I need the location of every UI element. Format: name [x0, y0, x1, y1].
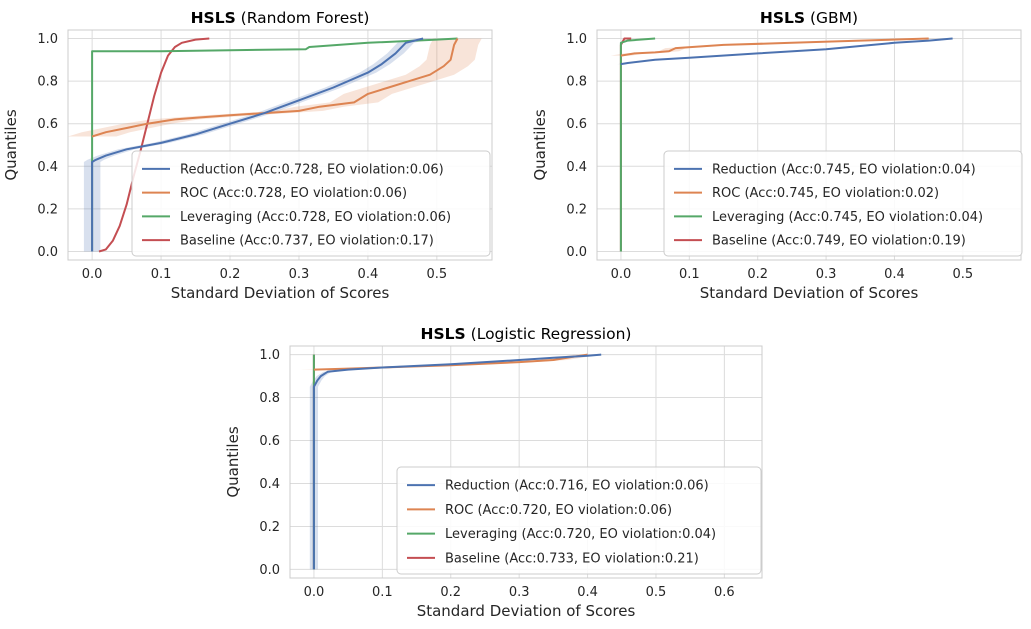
- x-tick-label: 0.3: [289, 267, 310, 282]
- chart-panel-2: 0.0 0.1 0.2 0.3 0.4 0.5 0.6 0.0 0.2 0.4 0.6 0.8 1.0 S…: [224, 325, 763, 620]
- series-line-leveraging: [619, 37, 656, 252]
- x-tick-label: 0.0: [82, 267, 103, 282]
- legend-label-baseline: Baseline (Acc:0.749, EO violation:0.19): [712, 234, 966, 249]
- legend-label-baseline: Baseline (Acc:0.737, EO violation:0.17): [180, 234, 434, 249]
- y-axis-title: Quantiles: [2, 109, 20, 180]
- legend-label-roc: ROC (Acc:0.728, EO violation:0.06): [180, 186, 407, 201]
- legend-box: [663, 150, 1023, 257]
- y-axis-title: Quantiles: [224, 426, 242, 497]
- x-tick-label: 0.4: [884, 267, 905, 282]
- y-tick-label: 0.0: [37, 245, 58, 260]
- y-tick-label: 1.0: [37, 32, 58, 47]
- legend: Reduction (Acc:0.716, EO violation:0.06)…: [396, 466, 762, 575]
- x-tick-label: 0.5: [427, 267, 448, 282]
- legend-label-leveraging: Leveraging (Acc:0.720, EO violation:0.04…: [445, 527, 716, 542]
- x-tick-label: 0.1: [372, 585, 393, 600]
- legend-label-leveraging: Leveraging (Acc:0.728, EO violation:0.06…: [180, 210, 451, 225]
- plot-frame: [596, 29, 1022, 261]
- x-axis-title: Standard Deviation of Scores: [417, 602, 636, 620]
- y-tick-label: 0.4: [259, 477, 280, 492]
- y-tick-label: 1.0: [259, 348, 280, 363]
- chart-title: HSLS (GBM): [760, 9, 858, 27]
- legend-label-roc: ROC (Acc:0.745, EO violation:0.02): [712, 186, 939, 201]
- y-tick-label: 0.4: [37, 160, 58, 175]
- legend: Reduction (Acc:0.728, EO violation:0.06)…: [131, 150, 491, 257]
- x-tick-label: 0.1: [679, 267, 700, 282]
- x-axis-title: Standard Deviation of Scores: [700, 284, 919, 302]
- x-tick-label: 0.0: [304, 585, 325, 600]
- x-tick-label: 0.4: [577, 585, 598, 600]
- x-tick-label: 0.5: [646, 585, 667, 600]
- legend-label-reduction: Reduction (Acc:0.716, EO violation:0.06): [445, 479, 709, 494]
- y-tick-label: 0.0: [259, 563, 280, 578]
- legend-label-baseline: Baseline (Acc:0.733, EO violation:0.21): [445, 551, 699, 566]
- y-tick-label: 0.8: [259, 391, 280, 406]
- y-axis-title: Quantiles: [531, 109, 549, 180]
- chart-panel-0: 0.0 0.1 0.2 0.3 0.4 0.5 0.0 0.2 0.4 0.6 0.8 1.0 Stan…: [2, 9, 493, 302]
- x-tick-label: 0.5: [953, 267, 974, 282]
- chart-title: HSLS (Random Forest): [191, 9, 370, 27]
- band-roc: [68, 38, 482, 137]
- x-tick-label: 0.4: [358, 267, 379, 282]
- legend: Reduction (Acc:0.745, EO violation:0.04)…: [663, 150, 1023, 257]
- x-tick-label: 0.2: [747, 267, 768, 282]
- legend-label-reduction: Reduction (Acc:0.745, EO violation:0.04): [712, 162, 976, 177]
- y-tick-label: 0.6: [259, 434, 280, 449]
- legend-label-roc: ROC (Acc:0.720, EO violation:0.06): [445, 503, 672, 518]
- legend-box: [131, 150, 491, 257]
- y-tick-label: 0.8: [566, 75, 587, 90]
- y-tick-label: 0.6: [566, 117, 587, 132]
- series-group: [68, 37, 482, 253]
- chart-title: HSLS (Logistic Regression): [421, 325, 632, 343]
- x-tick-label: 0.6: [714, 585, 735, 600]
- plot-frame: [289, 345, 763, 579]
- x-tick-label: 0.3: [816, 267, 837, 282]
- chart-panel-1: 0.0 0.1 0.2 0.3 0.4 0.5 0.0 0.2 0.4 0.6 0.8 1.0 Stan…: [531, 9, 1023, 302]
- series-line-roc: [620, 37, 929, 57]
- legend-label-leveraging: Leveraging (Acc:0.745, EO violation:0.04…: [712, 210, 983, 225]
- y-tick-label: 0.8: [37, 75, 58, 90]
- series-line-reduction: [620, 37, 953, 66]
- series-group: [300, 353, 606, 570]
- y-tick-label: 1.0: [566, 32, 587, 47]
- series-line-roc: [91, 38, 459, 138]
- y-tick-label: 0.4: [566, 160, 587, 175]
- x-tick-label: 0.3: [509, 585, 530, 600]
- legend-label-reduction: Reduction (Acc:0.728, EO violation:0.06): [180, 162, 444, 177]
- x-tick-label: 0.1: [151, 267, 172, 282]
- plot-frame: [67, 29, 493, 261]
- y-tick-label: 0.2: [259, 520, 280, 535]
- x-tick-label: 0.0: [611, 267, 632, 282]
- x-tick-label: 0.2: [440, 585, 461, 600]
- y-tick-label: 0.6: [37, 117, 58, 132]
- series-group: [610, 37, 956, 252]
- legend-box: [396, 466, 762, 575]
- series-line-reduction: [312, 353, 602, 570]
- x-tick-label: 0.2: [220, 267, 241, 282]
- x-axis-title: Standard Deviation of Scores: [171, 284, 390, 302]
- y-tick-label: 0.2: [566, 202, 587, 217]
- series-line-reduction: [91, 37, 424, 252]
- y-tick-label: 0.2: [37, 202, 58, 217]
- y-tick-label: 0.0: [566, 245, 587, 260]
